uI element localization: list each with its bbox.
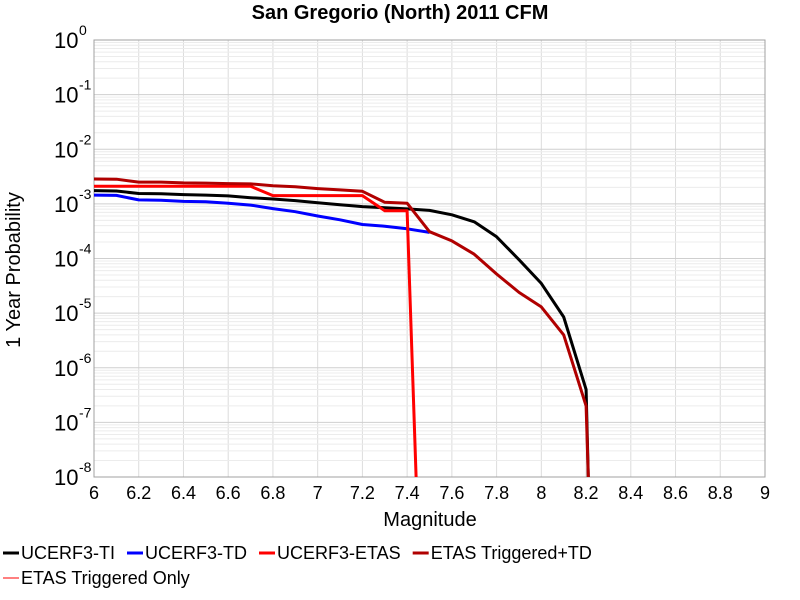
y-tick-exponent: -3: [79, 186, 92, 202]
chart-title: San Gregorio (North) 2011 CFM: [252, 2, 549, 24]
y-tick-label: 10 0: [54, 22, 87, 53]
x-tick-label: 7.8: [484, 483, 509, 503]
x-tick-label: 8.6: [663, 483, 688, 503]
y-tick-label: 10 -3: [54, 186, 92, 217]
y-tick-base: 10: [54, 28, 78, 53]
y-tick-label: 10 -4: [54, 241, 92, 272]
y-tick-base: 10: [54, 137, 78, 162]
x-tick-label: 8.8: [708, 483, 733, 503]
series-line-ucerf3-ti: [94, 189, 590, 477]
legend-label: ETAS Triggered Only: [21, 568, 190, 588]
y-tick-exponent: -5: [79, 295, 92, 311]
y-tick-exponent: -2: [79, 131, 92, 147]
y-tick-label: 10 -8: [54, 459, 92, 490]
legend-item-etas-triggered-td: ETAS Triggered+TD: [412, 543, 592, 563]
y-tick-base: 10: [54, 410, 78, 435]
legend-label: UCERF3-TI: [21, 543, 115, 563]
y-tick-label: 10 -2: [54, 131, 92, 162]
legend-item-etas-triggered-only: ETAS Triggered Only: [3, 568, 190, 588]
y-tick-base: 10: [54, 247, 78, 272]
y-tick-exponent: -7: [79, 404, 92, 420]
x-tick-label: 7.2: [350, 483, 375, 503]
y-tick-base: 10: [54, 356, 78, 381]
y-tick-exponent: -6: [79, 350, 92, 366]
x-tick-label: 8: [536, 483, 546, 503]
series-line-etas-triggered-td: [94, 177, 590, 477]
x-tick-label: 8.2: [574, 483, 599, 503]
y-axis-label: 1 Year Probability: [3, 192, 25, 348]
x-tick-label: 6.4: [171, 483, 196, 503]
y-tick-exponent: -8: [79, 459, 92, 475]
y-tick-label: 10 -6: [54, 350, 92, 381]
plot-area-border: [93, 39, 766, 478]
y-tick-exponent: -1: [79, 77, 92, 93]
x-tick-label: 6.2: [126, 483, 151, 503]
legend-item-ucerf3-td: UCERF3-TD: [127, 543, 247, 563]
y-tick-exponent: 0: [79, 22, 87, 38]
x-tick-label: 7: [313, 483, 323, 503]
legend-label: ETAS Triggered+TD: [431, 543, 592, 563]
x-tick-label: 9: [760, 483, 770, 503]
y-tick-label: 10 -5: [54, 295, 92, 326]
y-tick-label: 10 -7: [54, 404, 92, 435]
x-tick-label: 6.8: [260, 483, 285, 503]
y-tick-label: 10 -1: [54, 77, 92, 108]
x-tick-label: 6.6: [216, 483, 241, 503]
y-tick-base: 10: [54, 192, 78, 217]
y-tick-base: 10: [54, 465, 78, 490]
series-lines: [94, 177, 590, 477]
x-tick-label: 6: [89, 483, 99, 503]
legend-label: UCERF3-ETAS: [277, 543, 401, 563]
legend-label: UCERF3-TD: [145, 543, 247, 563]
x-tick-label: 7.4: [395, 483, 420, 503]
x-tick-label: 7.6: [439, 483, 464, 503]
x-axis-ticks: 6 6.2 6.4 6.6 6.8 7 7.2 7.4 7.6 7.8 8 8.2 8.4 8.6 8.8 9: [89, 483, 770, 503]
legend-item-ucerf3-ti: UCERF3-TI: [3, 543, 115, 563]
y-tick-base: 10: [54, 83, 78, 108]
series-line-ucerf3-etas: [94, 184, 418, 477]
y-tick-base: 10: [54, 301, 78, 326]
grid: [93, 40, 766, 478]
x-tick-label: 8.4: [618, 483, 643, 503]
legend: UCERF3-TI UCERF3-TD UCERF3-ETAS ETAS Trigge…: [3, 543, 592, 588]
y-tick-exponent: -4: [79, 241, 92, 257]
x-axis-label: Magnitude: [383, 509, 476, 531]
legend-item-ucerf3-etas: UCERF3-ETAS: [259, 543, 401, 563]
series-line-ucerf3-td: [94, 193, 430, 234]
